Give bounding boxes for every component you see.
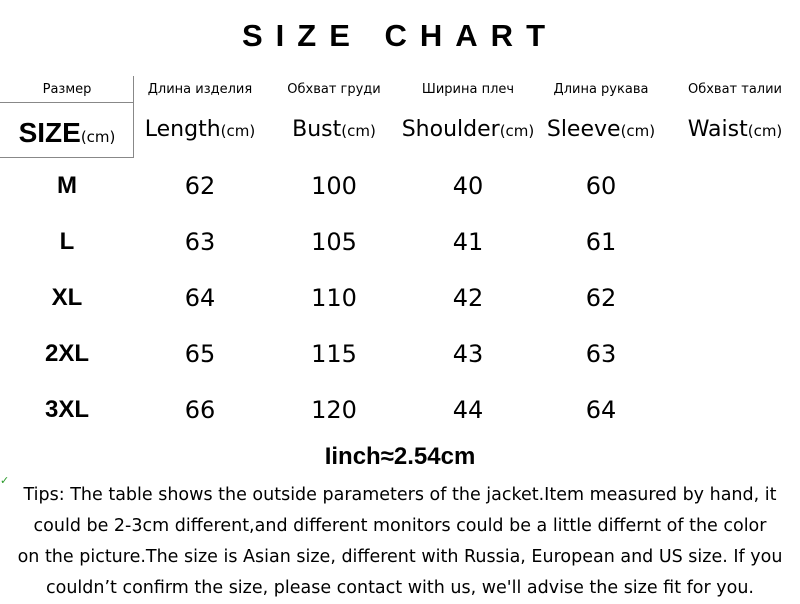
column-header: SIZE(cm) (0, 117, 134, 149)
tips-text: Tips: The table shows the outside parame… (0, 480, 800, 604)
table-cell: 65 (184, 340, 216, 368)
table-cell: 115 (311, 340, 357, 368)
column-header-unit: (cm) (341, 122, 376, 140)
tips-line: on the picture.The size is Asian size, d… (17, 547, 783, 567)
table-cell: 63 (585, 340, 617, 368)
table-cell: 44 (452, 396, 484, 424)
size-label: L (59, 228, 75, 255)
table-cell: 105 (311, 228, 357, 256)
table-cell: 41 (452, 228, 484, 256)
check-mark-icon: ✓ (0, 474, 10, 487)
column-header: Bust(cm) (267, 117, 401, 142)
table-cell: 42 (452, 284, 484, 312)
column-header-unit: (cm) (499, 122, 535, 140)
table-cell: 61 (585, 228, 617, 256)
table-cell: 64 (585, 396, 617, 424)
column-header: Shoulder(cm) (401, 117, 535, 142)
size-label: XL (51, 284, 83, 311)
column-header-unit: (cm) (80, 128, 116, 146)
table-cell: 60 (585, 172, 617, 200)
size-label: 3XL (44, 396, 89, 423)
table-cell: 40 (452, 172, 484, 200)
column-header-unit: (cm) (220, 122, 256, 140)
column-header-label: Length (144, 117, 221, 142)
table-cell: 62 (184, 172, 216, 200)
column-header-ru: Длина изделия (147, 82, 253, 97)
tips-line: could be 2-3cm different,and different m… (33, 516, 767, 536)
column-header: Length(cm) (133, 117, 267, 142)
column-header-label: Waist (687, 117, 748, 142)
size-label: M (57, 172, 77, 199)
table-cell: 110 (311, 284, 357, 312)
tips-line: couldn’t confirm the size, please contac… (46, 578, 754, 598)
column-header-unit: (cm) (747, 122, 783, 140)
column-header-ru: Длина рукава (553, 82, 649, 97)
page-title: SIZE CHART (242, 18, 558, 53)
table-cell: 66 (184, 396, 216, 424)
size-label: 2XL (44, 340, 89, 367)
table-cell: 62 (585, 284, 617, 312)
divider (0, 157, 134, 158)
column-header-ru: Обхват груди (287, 82, 381, 97)
column-header: Waist(cm) (668, 117, 800, 142)
table-cell: 64 (184, 284, 216, 312)
column-header: Sleeve(cm) (534, 117, 668, 142)
column-header-label: Bust (292, 117, 342, 142)
column-header-label: SIZE (18, 117, 81, 148)
divider (0, 102, 133, 103)
column-header-unit: (cm) (620, 122, 656, 140)
table-cell: 120 (311, 396, 357, 424)
column-header-ru: Размер (42, 82, 92, 97)
table-cell: 63 (184, 228, 216, 256)
table-cell: 100 (311, 172, 357, 200)
table-cell: 43 (452, 340, 484, 368)
divider (133, 76, 134, 158)
column-header-ru: Ширина плеч (421, 82, 515, 97)
column-header-label: Shoulder (401, 117, 500, 142)
inch-conversion: Iinch≈2.54cm (324, 443, 476, 470)
tips-line: Tips: The table shows the outside parame… (23, 485, 777, 505)
column-header-ru: Обхват талии (687, 82, 783, 97)
column-header-label: Sleeve (546, 117, 621, 142)
